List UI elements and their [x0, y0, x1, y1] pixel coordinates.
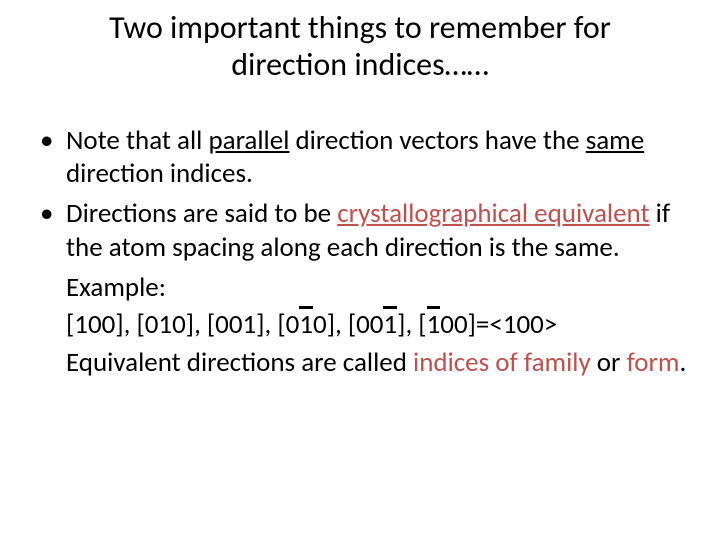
text: Directions are said to be	[66, 197, 337, 230]
closing-line: Equivalent directions are called indices…	[30, 346, 690, 380]
directions-line: [100], [010], [001], [010], [001], [100]…	[30, 308, 690, 342]
dir-010: [010],	[136, 308, 206, 341]
slide: Two important things to remember for dir…	[0, 0, 720, 540]
dir-00bar1-b: ],	[397, 308, 418, 341]
overbar-3: 1	[427, 308, 441, 342]
bullet-list: Note that all parallel direction vectors…	[66, 124, 690, 265]
dir-001: [001],	[207, 308, 277, 341]
title-line-2: direction indices……	[231, 45, 489, 84]
overbar-2: 1	[383, 308, 397, 342]
dir-100: [100],	[66, 308, 136, 341]
dir-00bar1-a: [00	[348, 308, 384, 341]
example-label: Example:	[30, 271, 690, 305]
dir-0bar10-b: 0],	[313, 308, 348, 341]
bullet-2: Directions are said to be crystallograph…	[66, 197, 690, 265]
overbar-1: 1	[299, 308, 313, 342]
slide-body: Note that all parallel direction vectors…	[30, 124, 690, 380]
bullet-1: Note that all parallel direction vectors…	[66, 124, 690, 192]
text: direction vectors have the	[289, 124, 585, 157]
form: form	[627, 346, 680, 379]
crystallographical-equivalent: crystallographical equivalent	[337, 197, 649, 230]
text: direction indices.	[66, 157, 253, 190]
dir-bar100-a: [	[418, 308, 426, 341]
indices-of-family: indices of family	[413, 346, 591, 379]
slide-title: Two important things to remember for dir…	[30, 10, 690, 84]
dir-bar100-b: 00]	[440, 308, 476, 341]
equals-family: =<100>	[476, 308, 557, 341]
parallel-underline: parallel	[208, 124, 289, 157]
title-line-1: Two important things to remember for	[109, 8, 611, 47]
same-underline: same	[586, 124, 645, 157]
dir-0bar10-a: [0	[277, 308, 299, 341]
text: .	[679, 346, 686, 379]
text: Note that all	[66, 124, 208, 157]
text: or	[591, 346, 627, 379]
text: Equivalent directions are called	[66, 346, 413, 379]
